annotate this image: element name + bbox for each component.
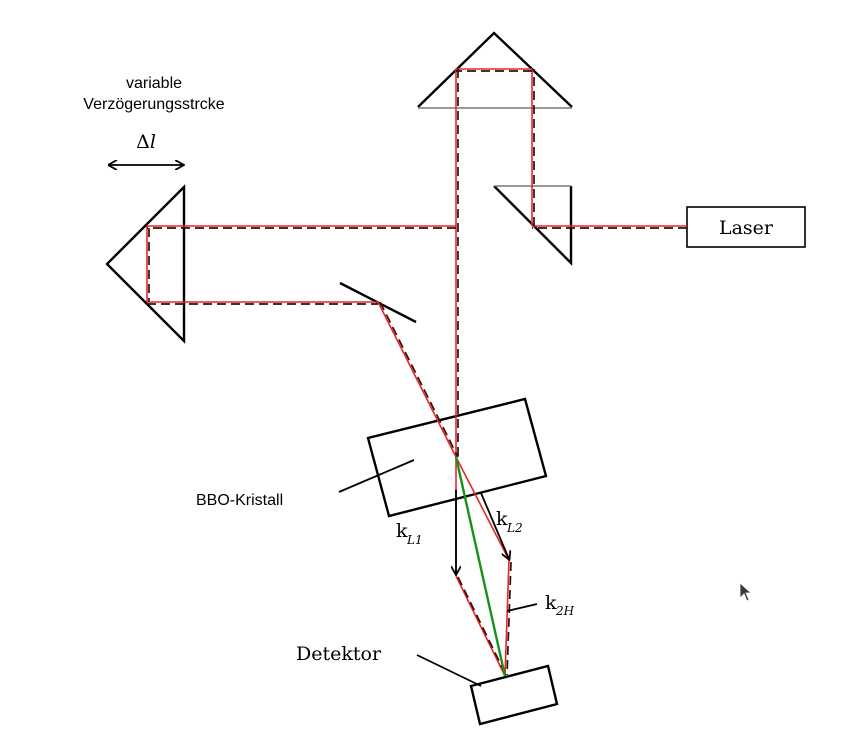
svg-text:L1: L1 [406,533,423,547]
svg-text:2H: 2H [555,604,575,618]
mouse-pointer-icon [739,582,753,602]
laser-beam-dashed-overlay [147,69,687,676]
laser-source: Laser [686,206,806,248]
svg-text:k: k [545,592,557,614]
detector-leader-line [416,654,482,687]
detector-label: Detektor [296,643,382,665]
detector-box [469,664,559,726]
crystal-label: BBO-Kristall [196,492,283,509]
laser-beam [146,68,687,677]
kL2-arrow [480,492,509,559]
top-retroreflector-prism [417,31,573,109]
svg-text:L2: L2 [506,521,523,535]
svg-text:k: k [396,520,408,542]
delay-line-label-line2: Verzögerungsstrcke [83,96,225,113]
delay-line-label-line1: variable [126,75,182,92]
delta-symbol: Δ [136,131,150,153]
crystal-leader-line [338,459,415,493]
svg-text:k: k [496,508,508,530]
second-harmonic-beam [454,456,507,677]
bbo-crystal [366,397,548,518]
kL2-label: k L2 [496,508,523,535]
delay-line-retroreflector-prism [105,184,186,344]
kL1-label: k L1 [396,520,423,547]
delta-l-label: Δl [136,131,156,153]
delta-l-variable: l [150,131,156,153]
laser-label: Laser [719,217,774,239]
k2h-leader-line [506,603,538,612]
wave-vectors [456,490,509,574]
k2H-label: k 2H [545,592,575,618]
